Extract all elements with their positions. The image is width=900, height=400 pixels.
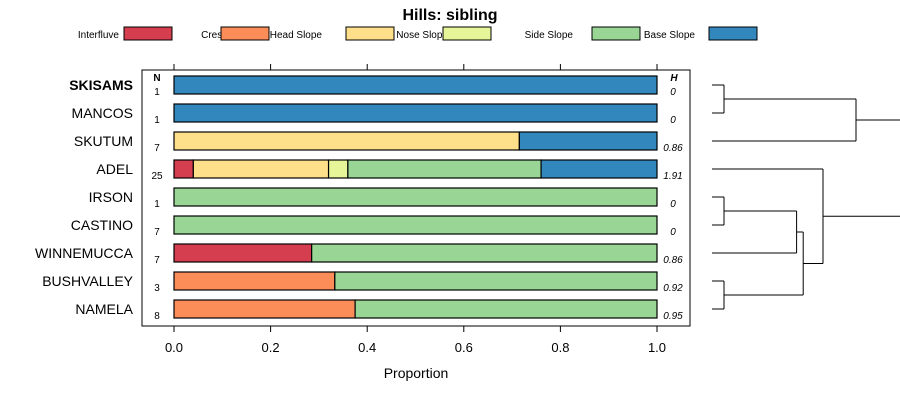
- h-value: 0: [670, 227, 676, 238]
- n-value: 8: [154, 311, 160, 322]
- bar-segment: [192, 159, 330, 179]
- row-label: BUSHVALLEY: [42, 273, 133, 289]
- row-label: SKUTUM: [74, 133, 133, 149]
- x-tick-label: 1.0: [648, 340, 666, 355]
- bar-segment: [173, 75, 658, 95]
- bar-segment: [518, 131, 658, 151]
- legend-swatch: [123, 26, 173, 41]
- legend-swatch: [442, 26, 492, 41]
- legend-label: Side Slope: [525, 30, 574, 41]
- x-tick-label: 0.2: [262, 340, 280, 355]
- plot-frame: [141, 69, 691, 327]
- dendrogram: [712, 84, 900, 310]
- h-value: 0: [670, 87, 676, 98]
- row-label: MANCOS: [72, 105, 133, 121]
- x-axis: 0.0 0.2 0.4 0.6 0.8 1.0: [165, 64, 666, 355]
- legend-label: Base Slope: [644, 30, 696, 41]
- h-value: 0.92: [663, 283, 683, 294]
- legend-label: Interfluve: [78, 30, 120, 41]
- bar-segment: [173, 271, 336, 291]
- n-value: 3: [154, 283, 160, 294]
- x-tick-label: 0.6: [455, 340, 473, 355]
- bar-segment: [327, 159, 349, 179]
- h-value: 0.86: [663, 143, 683, 154]
- bar-segment: [540, 159, 658, 179]
- h-column-header: H: [670, 73, 678, 84]
- legend-swatch: [220, 26, 270, 41]
- legend-swatch: [591, 26, 641, 41]
- row-label: SKISAMS: [69, 77, 133, 93]
- row-label: IRSON: [89, 189, 133, 205]
- x-tick-label: 0.4: [358, 340, 376, 355]
- n-value: 1: [154, 115, 160, 126]
- x-tick-label: 0.0: [165, 340, 183, 355]
- bar-segment: [334, 271, 658, 291]
- bar-segment: [173, 187, 658, 207]
- bar-segment: [354, 299, 658, 319]
- bar-segment: [311, 243, 658, 263]
- bar-segment: [173, 131, 520, 151]
- n-value: 7: [154, 227, 160, 238]
- legend-swatch: [345, 26, 395, 41]
- bar-segment: [173, 159, 194, 179]
- legend-label: Nose Slope: [396, 30, 448, 41]
- h-value: 1.91: [663, 171, 682, 182]
- chart-title: Hills: sibling: [402, 7, 497, 24]
- h-value: 0.86: [663, 255, 683, 266]
- n-value: 7: [154, 255, 160, 266]
- legend: Interfluve Crest Head Slope Nose Slope Side …: [78, 26, 758, 41]
- row-label: ADEL: [96, 161, 133, 177]
- bar-segment: [347, 159, 542, 179]
- x-tick-label: 0.8: [551, 340, 569, 355]
- bar-segment: [173, 103, 658, 123]
- n-value: 1: [154, 87, 160, 98]
- n-value: 25: [151, 171, 163, 182]
- x-axis-label: Proportion: [384, 365, 449, 381]
- bar-segment: [173, 299, 356, 319]
- row-label: WINNEMUCCA: [35, 245, 134, 261]
- h-value: 0.95: [663, 311, 683, 322]
- n-column-header: N: [153, 73, 160, 84]
- legend-swatch: [708, 26, 758, 41]
- bar-segment: [173, 215, 658, 235]
- n-value: 7: [154, 143, 160, 154]
- legend-label: Crest: [201, 30, 225, 41]
- rows: SKISAMS 1 0 MANCOS 1 0 SKUTUM 7 0.86 ADEL 25 1.91 IR…: [35, 75, 683, 322]
- row-label: NAMELA: [75, 301, 133, 317]
- h-value: 0: [670, 115, 676, 126]
- n-value: 1: [154, 199, 160, 210]
- legend-label: Head Slope: [270, 30, 323, 41]
- bar-segment: [173, 243, 313, 263]
- row-label: CASTINO: [71, 217, 133, 233]
- h-value: 0: [670, 199, 676, 210]
